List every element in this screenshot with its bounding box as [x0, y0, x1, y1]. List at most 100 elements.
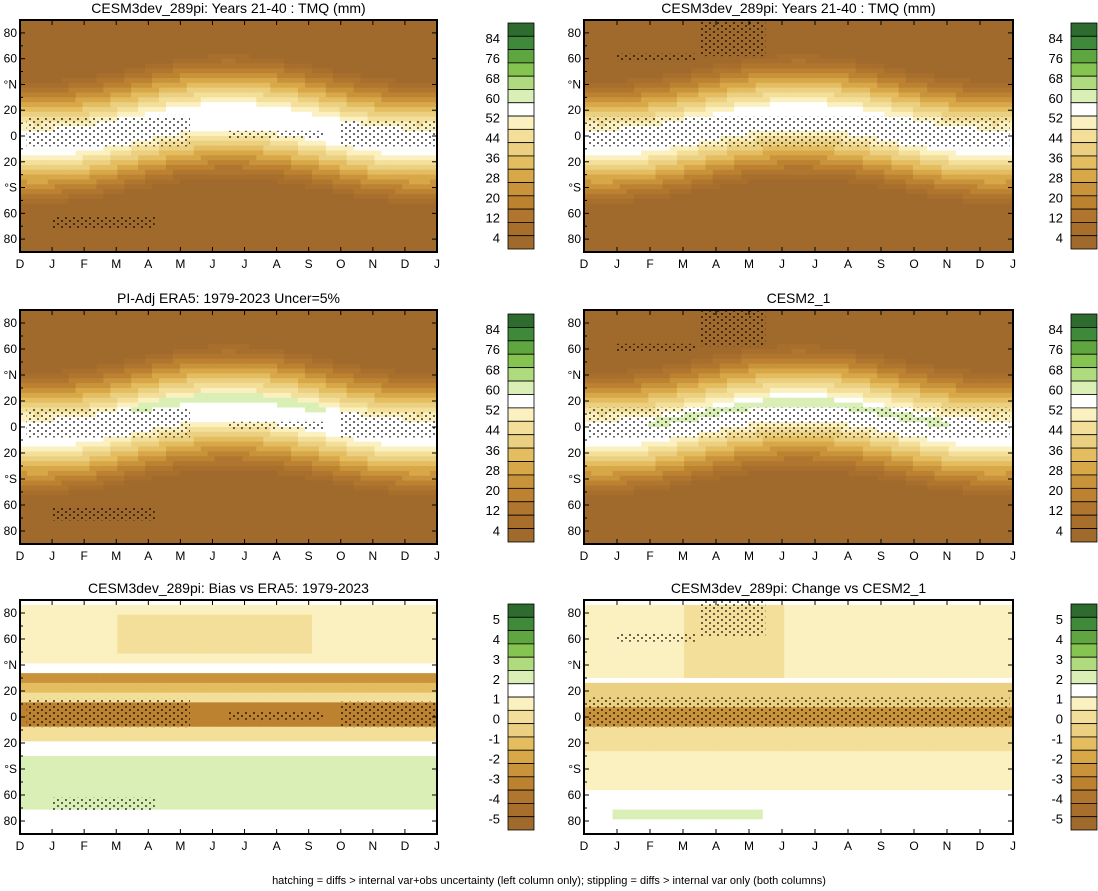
heat-cell [89, 198, 98, 205]
heat-cell [367, 44, 376, 50]
heat-cell [598, 155, 607, 161]
heat-cell [353, 165, 362, 171]
heat-cell [54, 78, 63, 84]
heat-cell [381, 198, 389, 205]
heat-cell [117, 78, 125, 84]
heat-cell [117, 237, 125, 243]
heat-cell [179, 53, 188, 60]
heat-cell [998, 63, 1007, 69]
heat-cell [734, 82, 742, 89]
heat-cell [841, 155, 850, 161]
heat-cell [249, 136, 257, 142]
heat-cell [221, 242, 230, 248]
heat-cell [179, 49, 188, 55]
heat-cell [159, 169, 167, 176]
heat-cell [131, 92, 139, 98]
heat-cell [33, 165, 42, 171]
heat-cell [186, 49, 195, 55]
heat-cell [186, 223, 195, 229]
heat-cell [159, 107, 167, 113]
heat-cell [26, 174, 35, 181]
heat-cell [68, 107, 77, 113]
heat-cell [626, 29, 635, 36]
heat-cell [727, 111, 735, 118]
heat-cell [941, 29, 950, 36]
heat-cell [423, 198, 431, 205]
heat-cell [648, 34, 657, 40]
heat-cell [970, 92, 978, 98]
heat-cell [676, 169, 685, 176]
heat-cell [249, 165, 257, 171]
heat-cell [388, 97, 396, 103]
heat-cell [941, 155, 950, 161]
heat-cell [388, 24, 396, 31]
heat-cell [277, 97, 285, 103]
heat-cell [841, 174, 850, 181]
heat-cell [374, 116, 382, 123]
heat-cell [249, 208, 257, 214]
heat-cell [927, 49, 935, 55]
heat-cell [214, 150, 223, 156]
heat-cell [103, 247, 111, 252]
heat-cell [298, 136, 306, 142]
heat-cell [870, 63, 878, 69]
heat-cell [353, 78, 362, 84]
heat-cell [374, 34, 382, 40]
heat-cell [26, 102, 35, 108]
heat-cell [47, 242, 56, 248]
heat-cell [138, 44, 146, 50]
heat-cell [655, 63, 664, 69]
heat-cell [905, 53, 914, 60]
heat-cell [691, 97, 699, 103]
heat-cell [669, 58, 678, 65]
heat-cell [762, 165, 771, 171]
heat-cell [47, 145, 56, 152]
heat-cell [96, 242, 104, 248]
heat-cell [270, 121, 278, 127]
heat-cell [235, 24, 243, 31]
heat-cell [626, 78, 635, 84]
heat-cell [82, 189, 91, 195]
heat-cell [138, 111, 146, 118]
heat-cell [381, 97, 389, 103]
heat-cell [318, 73, 327, 79]
heat-cell [332, 198, 341, 205]
heat-cell [655, 97, 664, 103]
heat-cell [741, 78, 750, 84]
heat-cell [409, 49, 417, 55]
heat-cell [256, 29, 264, 36]
heat-cell [270, 198, 278, 205]
heat-cell [798, 145, 807, 152]
heat-cell [298, 213, 306, 219]
heat-cell [145, 82, 153, 89]
heat-cell [263, 78, 271, 84]
heat-cell [381, 247, 389, 252]
heat-cell [61, 174, 70, 181]
heat-cell [131, 49, 139, 55]
heat-cell [970, 150, 978, 156]
heat-cell [912, 44, 921, 50]
heat-cell [249, 20, 257, 26]
heat-cell [207, 227, 216, 234]
heat-cell [755, 102, 764, 108]
heat-cell [870, 150, 878, 156]
heat-cell [748, 155, 757, 161]
heat-cell [193, 140, 202, 147]
heat-cell [920, 145, 928, 152]
heat-cell [339, 155, 348, 161]
heat-cell [998, 73, 1007, 79]
heat-cell [755, 97, 764, 103]
heat-cell [124, 97, 132, 103]
heat-cell [626, 58, 635, 65]
heat-cell [179, 155, 188, 161]
heat-cell [698, 68, 707, 74]
heat-cell [124, 44, 132, 50]
heat-cell [207, 136, 216, 142]
heat-cell [877, 155, 885, 161]
heat-cell [584, 63, 592, 69]
heat-cell [318, 174, 327, 181]
heat-cell [962, 44, 971, 50]
heat-cell [40, 169, 49, 176]
heat-cell [47, 39, 56, 45]
heat-cell [655, 160, 664, 166]
